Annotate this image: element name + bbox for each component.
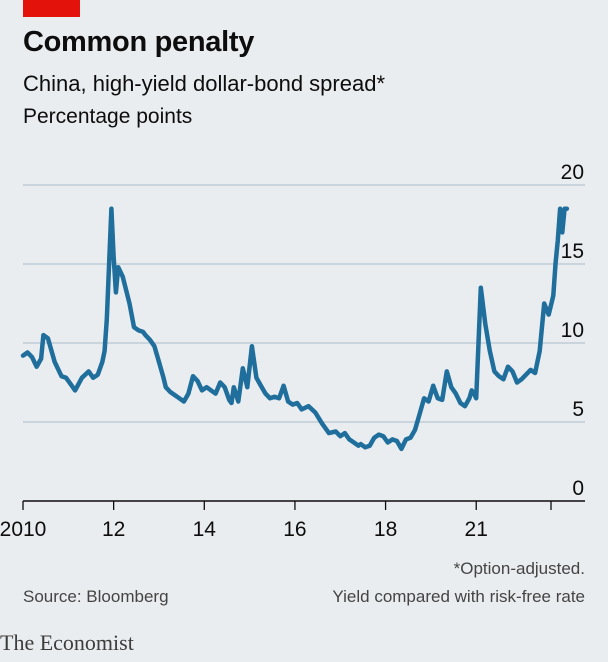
x-tick-label: 12 (102, 518, 125, 541)
footnote: *Option-adjusted. (453, 559, 585, 578)
x-tick-label: 21 (465, 518, 488, 541)
spread-line (20, 206, 570, 452)
y-tick-label: 0 (572, 477, 584, 500)
chart-title: Common penalty (23, 26, 255, 58)
series-line (20, 206, 570, 452)
y-tick-labels: 0 5 10 15 20 (561, 161, 584, 500)
chart-subtitle: China, high-yield dollar-bond spread* (23, 71, 386, 96)
yield-note: Yield compared with risk-free rate (332, 587, 585, 606)
x-tick-label: 14 (193, 518, 217, 541)
x-tick-label: 18 (374, 518, 397, 541)
x-tick-label: 2010 (0, 518, 46, 541)
line-chart: 0 5 10 15 20 2010 12 14 16 18 21 (0, 161, 585, 541)
y-tick-label: 15 (561, 240, 584, 263)
x-axis: 2010 12 14 16 18 21 (0, 500, 585, 541)
economist-logo: The Economist (0, 630, 134, 655)
brand-accent-bar (23, 0, 80, 17)
grid-lines (23, 184, 585, 423)
y-tick-label: 5 (572, 398, 584, 421)
x-tick-label: 16 (283, 518, 306, 541)
source-note: Source: Bloomberg (23, 587, 169, 606)
chart-unit-label: Percentage points (23, 105, 193, 128)
y-tick-label: 10 (561, 319, 584, 342)
y-tick-label: 20 (561, 161, 584, 184)
